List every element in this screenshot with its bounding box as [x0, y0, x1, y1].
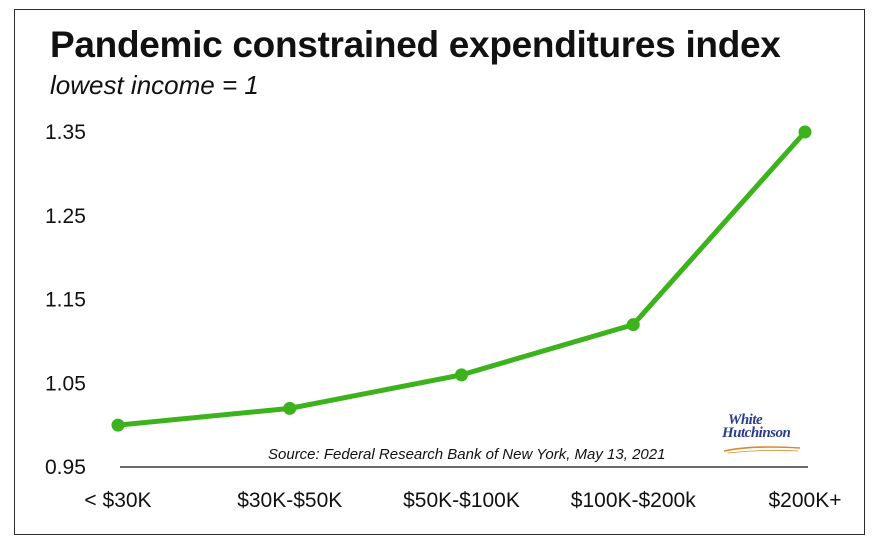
- x-tick-label: < $30K: [84, 489, 151, 512]
- chart-frame: [14, 9, 865, 535]
- chart-subtitle: lowest income = 1: [50, 70, 259, 100]
- data-point: [111, 418, 125, 432]
- y-tick-label: 1.05: [45, 372, 86, 395]
- x-tick-label: $30K-$50K: [237, 489, 342, 512]
- data-point: [283, 401, 297, 415]
- x-tick-label: $50K-$100K: [403, 489, 520, 512]
- x-tick-labels: < $30K $30K-$50K $50K-$100K $100K-$200k $200…: [84, 489, 841, 512]
- logo-line-1: White: [728, 412, 763, 428]
- y-tick-labels: 0.95 1.05 1.15 1.25 1.35: [45, 121, 86, 479]
- data-point: [798, 125, 812, 139]
- data-point: [626, 318, 640, 332]
- source-note: Source: Federal Research Bank of New Yor…: [268, 446, 665, 463]
- y-tick-label: 1.15: [45, 289, 86, 312]
- logo-swoosh-icon: [723, 446, 801, 454]
- x-tick-label: $100K-$200k: [571, 489, 696, 512]
- data-point: [455, 368, 468, 382]
- x-tick-label: $200K+: [769, 489, 842, 512]
- logo-line-2: Hutchinson: [722, 425, 791, 441]
- white-hutchinson-logo: White Hutchinson: [718, 412, 808, 460]
- y-tick-label: 0.95: [45, 456, 86, 479]
- data-points: [111, 125, 812, 432]
- y-tick-label: 1.25: [45, 205, 86, 228]
- y-tick-label: 1.35: [45, 121, 86, 144]
- chart-title: Pandemic constrained expenditures index: [50, 24, 781, 65]
